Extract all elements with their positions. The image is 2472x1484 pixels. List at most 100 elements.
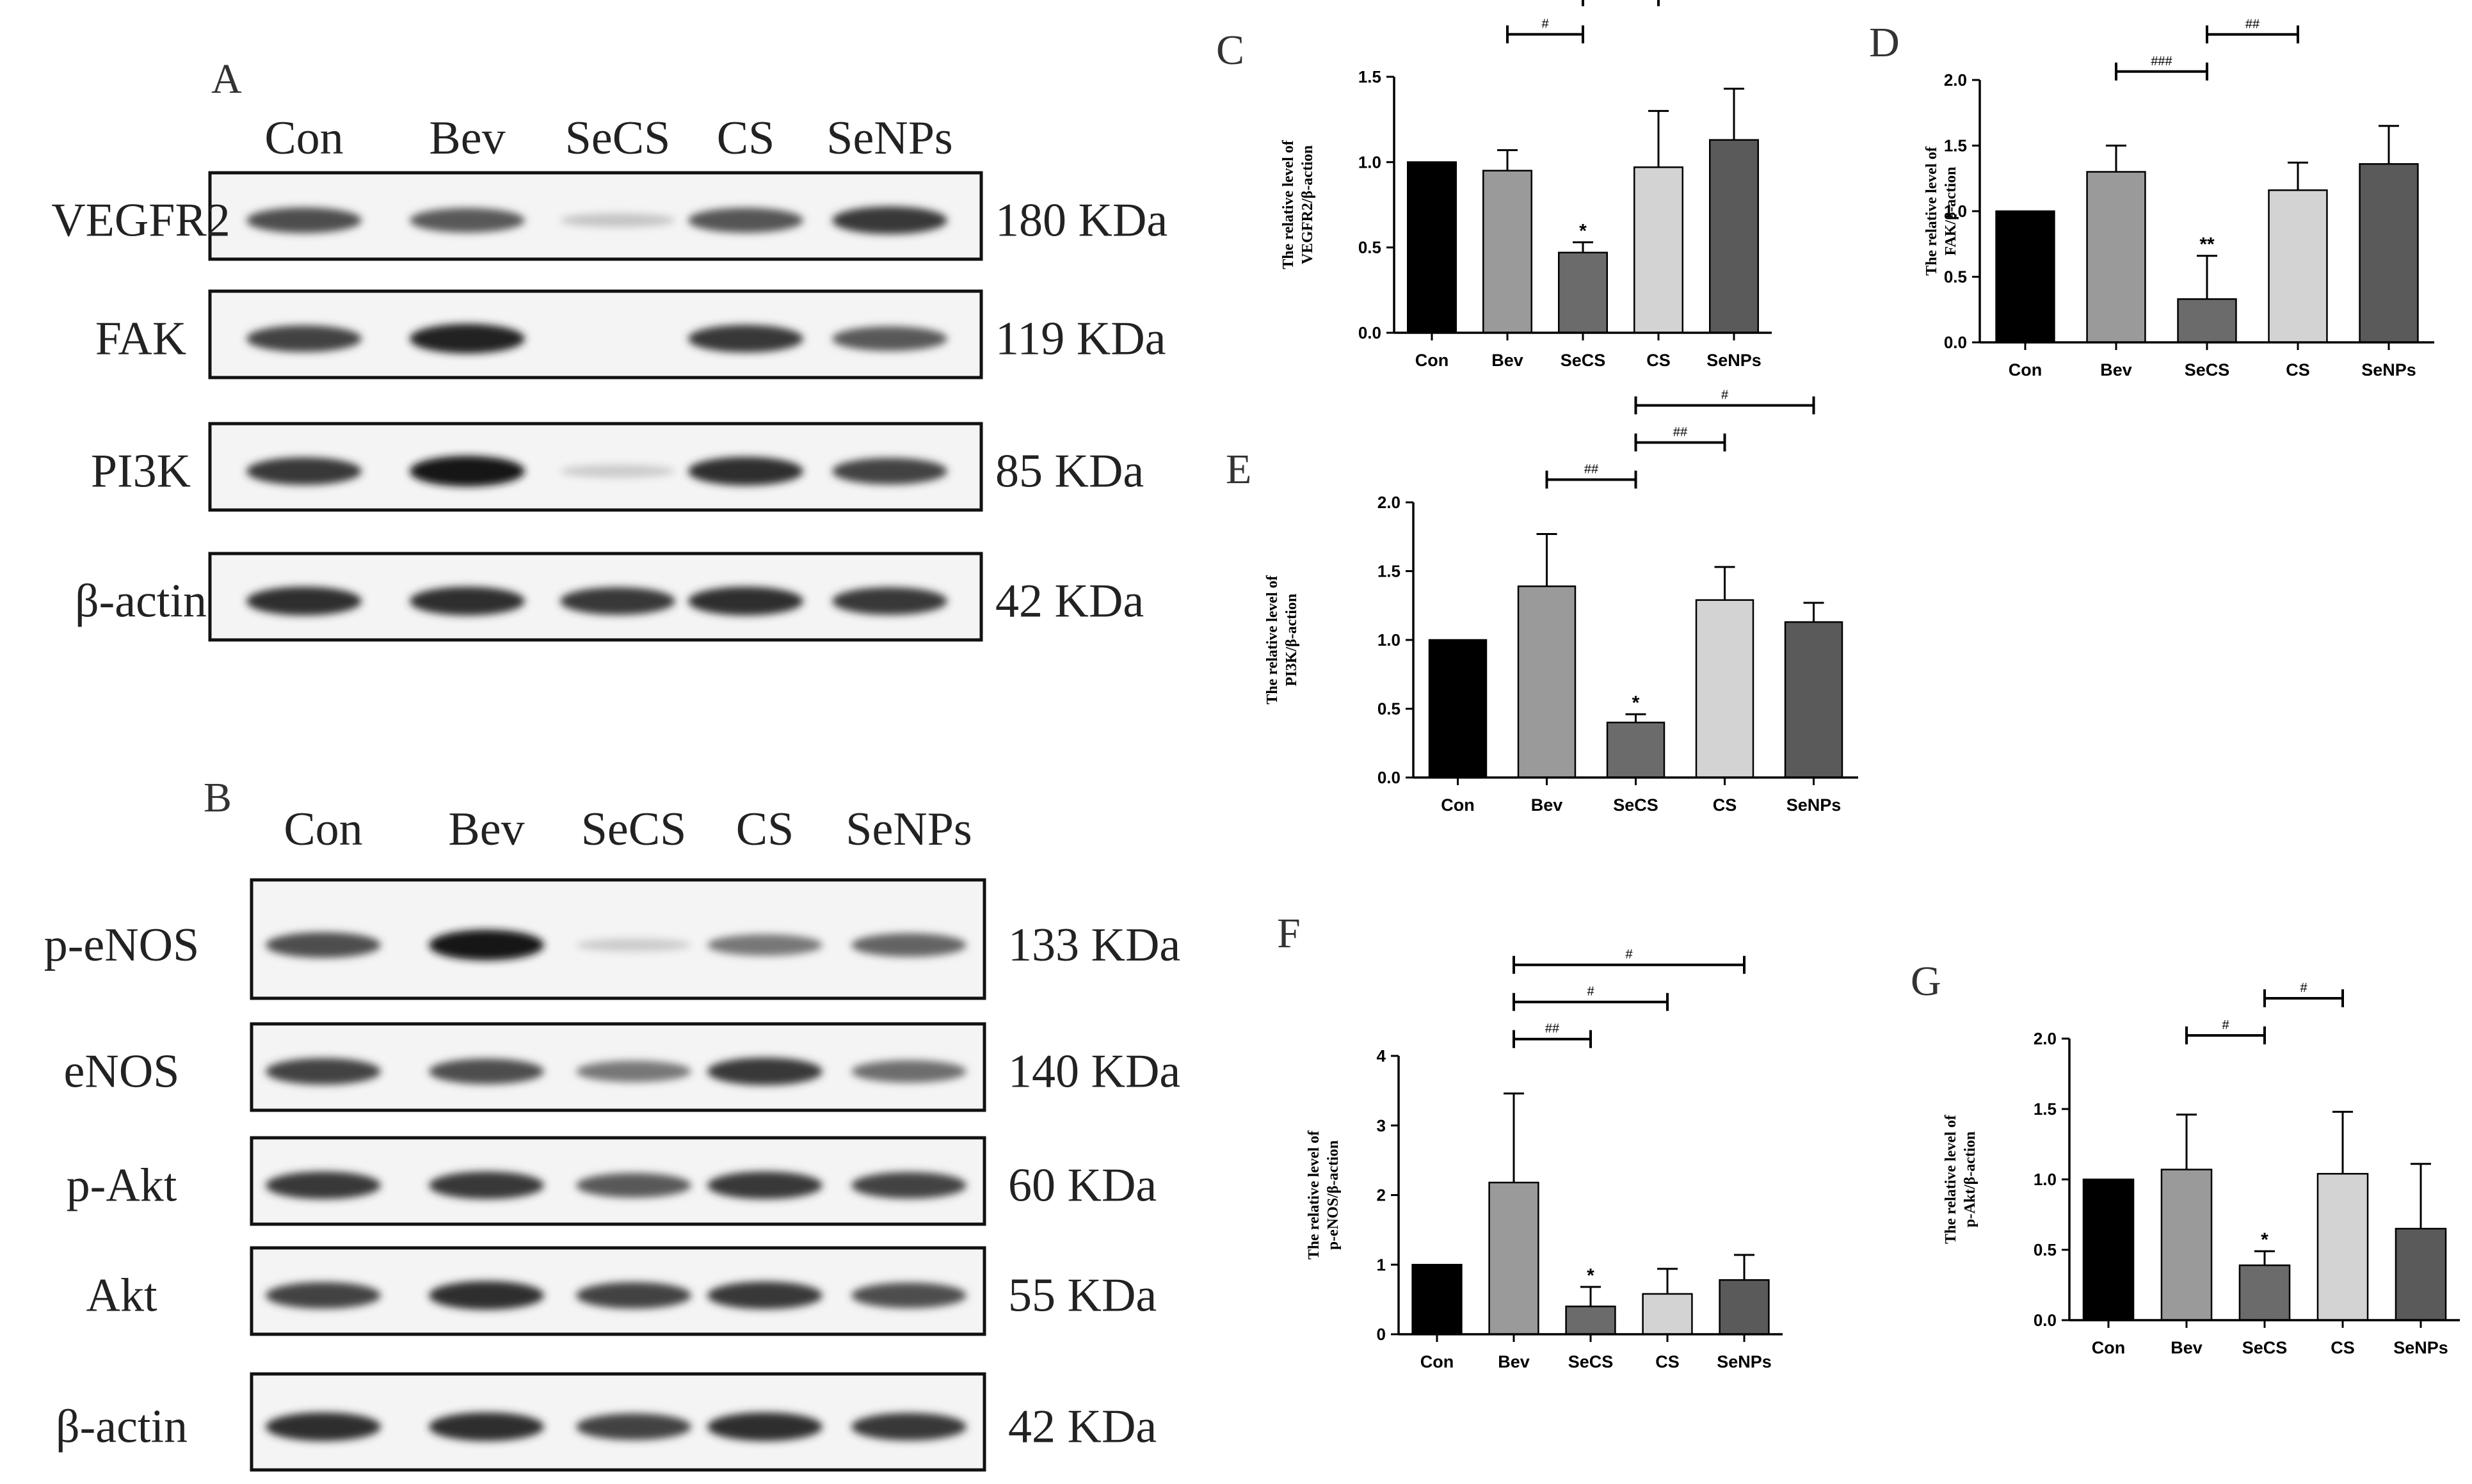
- blot-band: [576, 1413, 691, 1440]
- molecular-weight-label: 85 KDa: [995, 445, 1144, 497]
- protein-label: p-Akt: [67, 1159, 177, 1211]
- blot-band: [688, 456, 803, 486]
- bar: [2160, 1169, 2213, 1321]
- x-tick-label: SeNPs: [2361, 360, 2416, 379]
- comparison-mark: ###: [2151, 54, 2172, 68]
- x-tick-label: Bev: [2171, 1338, 2203, 1357]
- y-tick-label: 2: [1377, 1186, 1386, 1205]
- lane-label: CS: [717, 112, 775, 164]
- blot-band: [266, 1412, 381, 1441]
- x-tick-label: SeNPs: [1706, 351, 1762, 370]
- blot-band: [429, 1058, 544, 1085]
- molecular-weight-label: 42 KDa: [1008, 1401, 1157, 1453]
- blot-band: [688, 586, 803, 616]
- protein-label: p-eNOS: [44, 919, 200, 971]
- blot-band: [832, 587, 947, 615]
- x-tick-label: CS: [1713, 795, 1737, 815]
- y-tick-label: 1.5: [1944, 136, 1967, 156]
- y-tick-label: 0.5: [2034, 1240, 2057, 1259]
- x-tick-label: SeNPs: [2393, 1338, 2448, 1357]
- bar: [2359, 163, 2419, 344]
- bar: [2238, 1264, 2291, 1321]
- blot-band: [266, 1282, 381, 1309]
- y-tick-label: 1.5: [2034, 1099, 2057, 1119]
- protein-label: VEGFR2: [51, 194, 230, 246]
- panel-letter-g: G: [1911, 958, 1941, 1005]
- blot-band: [576, 1282, 691, 1309]
- molecular-weight-label: 133 KDa: [1008, 919, 1180, 971]
- y-tick-label: 0.5: [1944, 267, 1967, 287]
- significance-star: *: [2261, 1229, 2268, 1250]
- x-tick-label: CS: [1646, 351, 1671, 370]
- blot-band: [266, 1171, 381, 1199]
- bar: [1719, 1279, 1770, 1336]
- blot-band: [410, 456, 525, 487]
- protein-label: eNOS: [64, 1045, 180, 1097]
- y-axis-label-line1: The relative level of: [1280, 140, 1297, 269]
- bar: [1557, 251, 1609, 334]
- protein-label: β-actin: [75, 575, 207, 627]
- bar: [1482, 170, 1533, 334]
- y-tick-label: 3: [1377, 1116, 1386, 1135]
- x-tick-label: Con: [1420, 1352, 1454, 1371]
- comparison-mark: ##: [2245, 17, 2260, 31]
- blot-band: [246, 457, 362, 485]
- bar-chart-f: F 0 1 2 3 4 Con Bev SeCS CS SeNPs The relative leve…: [1277, 910, 1783, 1371]
- y-axis-label-line1: The relative level of: [1943, 1114, 1959, 1244]
- x-tick-label: SeCS: [1568, 1352, 1614, 1371]
- blot-band: [410, 324, 525, 354]
- bar: [1517, 585, 1577, 779]
- x-tick-label: Bev: [2100, 360, 2132, 379]
- bar-chart-g: G 0.0 0.5 1.0 1.5 2.0 Con Bev SeCS CS SeNPs The rel…: [1911, 958, 2460, 1357]
- blot-band: [560, 464, 675, 478]
- comparison-mark: #: [1625, 948, 1633, 962]
- protein-label: FAK: [95, 312, 187, 365]
- bar: [1606, 721, 1665, 779]
- x-tick-label: CS: [2331, 1338, 2355, 1357]
- panel-letter-d: D: [1869, 19, 1900, 66]
- blot-band: [851, 1060, 967, 1083]
- y-tick-label: 4: [1377, 1046, 1386, 1065]
- lane-label: CS: [736, 803, 794, 856]
- y-tick-label: 1.0: [1944, 202, 1967, 221]
- blot-band: [560, 213, 675, 228]
- significance-star: *: [1587, 1265, 1594, 1286]
- y-tick-label: 1.0: [1377, 630, 1401, 650]
- blot-band: [246, 586, 362, 616]
- y-tick-label: 1.0: [1358, 152, 1381, 172]
- comparison-mark: #: [1721, 388, 1729, 402]
- blot-band: [688, 324, 803, 353]
- blot-band: [576, 1173, 691, 1198]
- x-tick-label: SeCS: [1613, 795, 1658, 815]
- bar-chart-e: E 0.0 0.5 1.0 1.5 2.0 Con Bev SeCS CS SeNPs The rel…: [1226, 388, 1858, 815]
- blot-band: [429, 1281, 544, 1310]
- blot-band: [246, 325, 362, 353]
- y-tick-label: 0.5: [1377, 699, 1401, 719]
- molecular-weight-label: 140 KDa: [1008, 1045, 1180, 1097]
- blot-band: [851, 1412, 967, 1441]
- blot-row: p-Akt 60 KDa: [67, 1136, 1157, 1226]
- blot-row: Akt 55 KDa: [86, 1246, 1157, 1336]
- y-axis-label-line1: The relative level of: [1306, 1130, 1322, 1260]
- comparison-mark: #: [1541, 17, 1549, 31]
- bar-chart-d: D 0.0 0.5 1.0 1.5 2.0 Con Bev SeCS CS SeNPs The rel…: [1869, 17, 2434, 379]
- molecular-weight-label: 180 KDa: [995, 194, 1168, 246]
- x-tick-label: Con: [1441, 795, 1474, 815]
- protein-label: Akt: [86, 1269, 157, 1321]
- blot-band: [266, 932, 381, 958]
- y-axis-label-line2: PI3K/β-action: [1283, 594, 1300, 687]
- blot-band: [851, 933, 967, 957]
- lane-label: Bev: [448, 803, 524, 856]
- y-tick-label: 1: [1377, 1255, 1386, 1274]
- bar: [2082, 1178, 2135, 1321]
- blot-band: [429, 929, 544, 961]
- blot-band: [576, 1060, 691, 1083]
- lane-label: SeNPs: [846, 803, 972, 856]
- bar-chart-c: C 0.0 0.5 1.0 1.5 Con Bev SeCS CS SeNPs The relati…: [1216, 0, 1772, 370]
- y-tick-label: 0.5: [1358, 238, 1381, 257]
- x-tick-label: Bev: [1491, 351, 1523, 370]
- significance-star: *: [1579, 221, 1587, 242]
- bar: [1642, 1293, 1693, 1336]
- y-axis-label-line2: p-eNOS/β-action: [1325, 1140, 1342, 1250]
